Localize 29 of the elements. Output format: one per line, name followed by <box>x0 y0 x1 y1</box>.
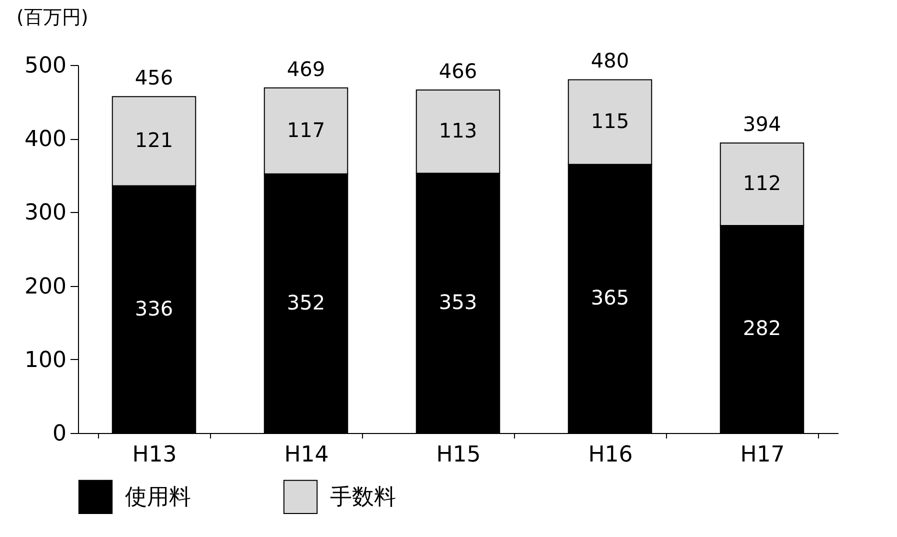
y-tick-label: 200 <box>24 274 66 300</box>
total-label: 466 <box>438 59 478 84</box>
total-label: 480 <box>590 48 630 73</box>
total-label: 394 <box>742 112 782 136</box>
data-label: 121 <box>134 128 174 152</box>
data-label: 115 <box>590 109 630 134</box>
data-label: 353 <box>438 290 478 314</box>
y-tick-label: 400 <box>24 127 66 152</box>
data-label: 365 <box>590 286 630 310</box>
total-label: 469 <box>286 56 326 81</box>
data-label: 117 <box>286 118 326 142</box>
y-tick-label: 100 <box>24 348 66 373</box>
y-axis-title: (百万円) <box>16 6 88 28</box>
data-label: 113 <box>438 118 478 143</box>
data-label: 352 <box>286 290 326 314</box>
x-tick-label: H17 <box>740 442 785 468</box>
x-tick-label: H14 <box>284 442 329 468</box>
data-label: 112 <box>742 171 782 196</box>
data-label: 336 <box>134 296 174 320</box>
y-tick-label: 0 <box>52 422 66 446</box>
x-tick-label: H15 <box>436 442 481 468</box>
data-label: 282 <box>742 316 782 340</box>
legend-label: 使用料 <box>125 484 191 510</box>
y-tick-label: 300 <box>24 200 66 226</box>
legend-label: 手数料 <box>330 484 396 510</box>
y-tick-label: 500 <box>24 54 66 78</box>
total-label: 456 <box>134 66 174 90</box>
x-tick-label: H13 <box>132 442 177 468</box>
x-tick-label: H16 <box>588 442 633 468</box>
